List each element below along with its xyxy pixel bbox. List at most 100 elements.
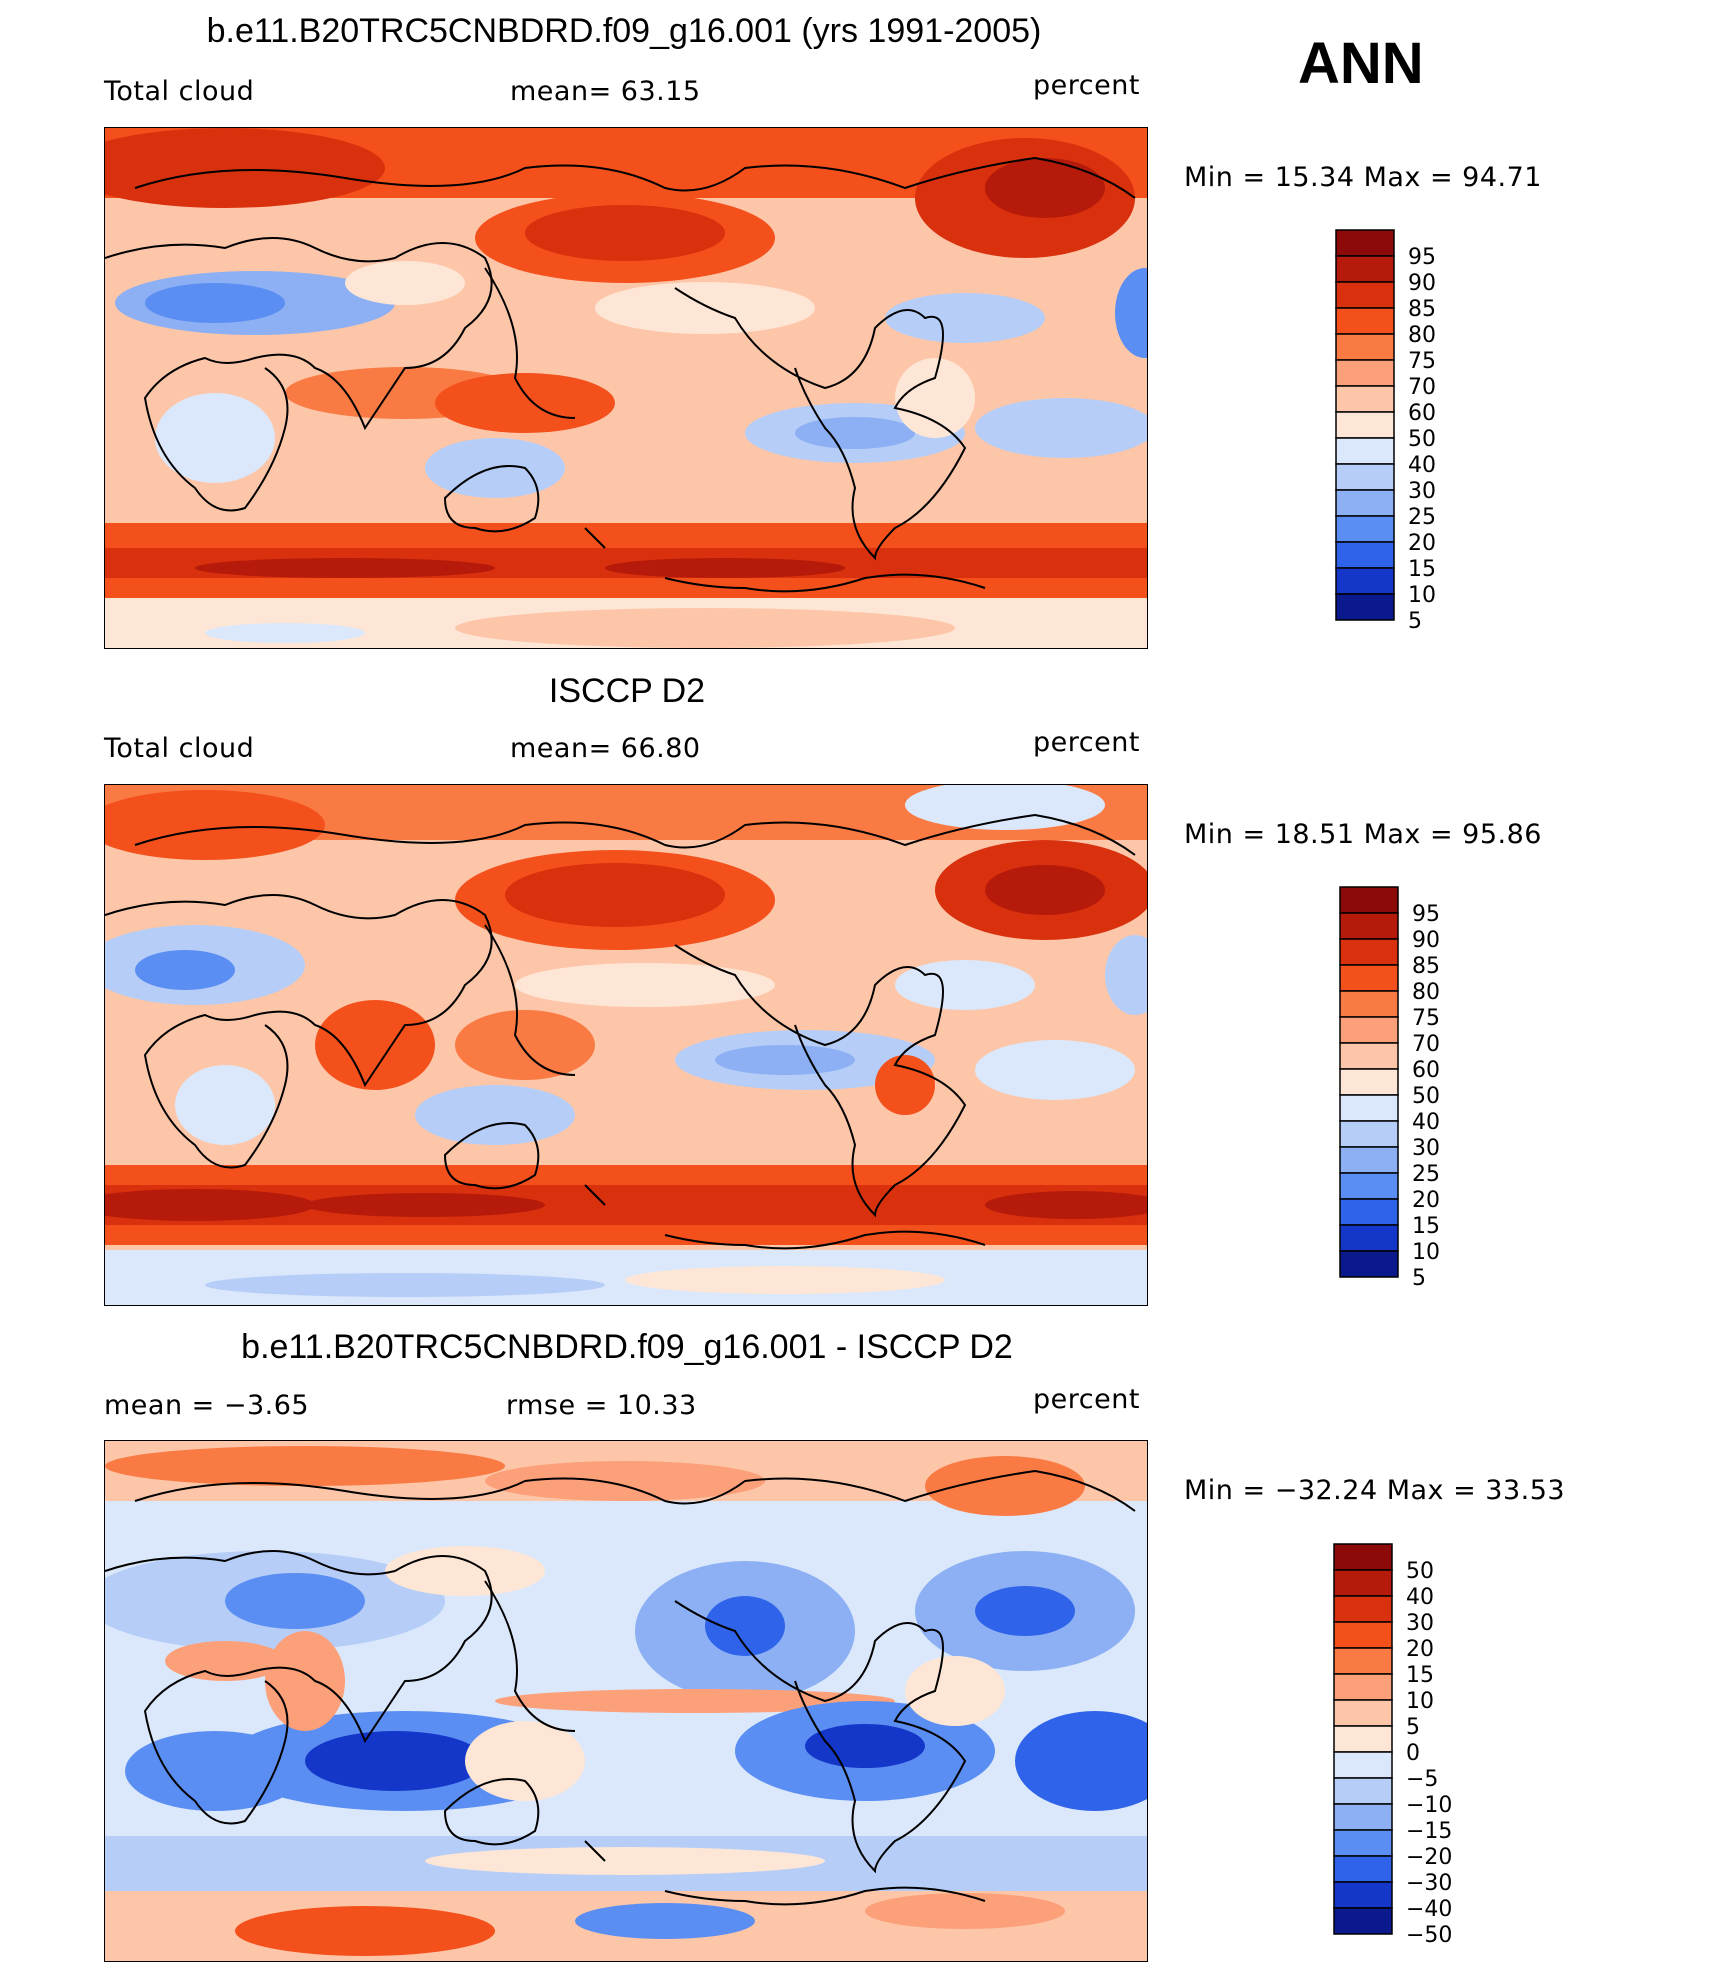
colorbar-swatch <box>1335 229 1395 257</box>
colorbar-swatch <box>1333 1907 1393 1935</box>
panel-2-title: ISCCP D2 <box>548 672 706 710</box>
colorbar-swatch <box>1335 307 1395 335</box>
colorbar-level-label: 60 <box>1408 401 1436 426</box>
colorbar-level-label: −30 <box>1406 1871 1452 1896</box>
panel-2-map <box>104 784 1148 1306</box>
colorbar-swatch <box>1335 411 1395 439</box>
colorbar-level-label: 30 <box>1408 479 1436 504</box>
colorbar-level-label: 5 <box>1412 1266 1426 1291</box>
colorbar-swatch <box>1333 1881 1393 1909</box>
panel-3-contour-field <box>105 1441 1147 1961</box>
colorbar-level-label: 40 <box>1406 1585 1434 1610</box>
colorbar-level-label: 20 <box>1406 1637 1434 1662</box>
panel-1-units-label: percent <box>1033 70 1140 101</box>
colorbar-swatch <box>1333 1777 1393 1805</box>
colorbar-swatch <box>1339 938 1399 966</box>
colorbar-swatch <box>1339 886 1399 914</box>
colorbar-level-label: 75 <box>1408 349 1436 374</box>
colorbar-swatch <box>1339 1016 1399 1044</box>
panel-1-map <box>104 127 1148 649</box>
colorbar-swatch <box>1339 1094 1399 1122</box>
colorbar-swatch <box>1333 1725 1393 1753</box>
colorbar-swatch <box>1333 1595 1393 1623</box>
colorbar-level-label: 10 <box>1408 583 1436 608</box>
panel-1-mean-label: mean= 63.15 <box>510 76 701 107</box>
colorbar-level-label: 15 <box>1408 557 1436 582</box>
panel-2-variable-label: Total cloud <box>104 733 255 764</box>
colorbar-level-label: 40 <box>1412 1110 1440 1135</box>
colorbar-swatch <box>1339 990 1399 1018</box>
colorbar-level-label: 0 <box>1406 1741 1420 1766</box>
colorbar-level-label: −5 <box>1406 1767 1438 1792</box>
colorbar-swatch <box>1333 1621 1393 1649</box>
colorbar-swatch <box>1335 385 1395 413</box>
colorbar-level-label: 80 <box>1408 323 1436 348</box>
panel-3-map <box>104 1440 1148 1962</box>
panel-3-units-label: percent <box>1033 1384 1140 1415</box>
colorbar-level-label: 60 <box>1412 1058 1440 1083</box>
colorbar-level-label: 90 <box>1412 928 1440 953</box>
colorbar-level-label: 25 <box>1412 1162 1440 1187</box>
colorbar-swatch <box>1333 1647 1393 1675</box>
colorbar-swatch <box>1333 1569 1393 1597</box>
panel-2-minmax: Min = 18.51 Max = 95.86 <box>1184 819 1542 850</box>
colorbar-level-label: 85 <box>1412 954 1440 979</box>
colorbar-level-label: 80 <box>1412 980 1440 1005</box>
panel-1-title: b.e11.B20TRC5CNBDRD.f09_g16.001 (yrs 199… <box>206 12 1042 50</box>
colorbar-level-label: 95 <box>1412 902 1440 927</box>
colorbar-level-label: 30 <box>1406 1611 1434 1636</box>
colorbar-swatch <box>1335 333 1395 361</box>
colorbar-level-label: −15 <box>1406 1819 1452 1844</box>
panel-1-variable-label: Total cloud <box>104 76 255 107</box>
colorbar-level-label: 5 <box>1408 609 1422 634</box>
colorbar-swatch <box>1339 1198 1399 1226</box>
colorbar-level-label: −10 <box>1406 1793 1452 1818</box>
season-label: ANN <box>1298 31 1424 96</box>
panel-3-colorbar: 50 40 30 20 15 10 5 0 −5 −10 −15 −20 −30 −40 −50 <box>1332 1542 1512 1967</box>
colorbar-swatch <box>1335 567 1395 595</box>
colorbar-swatch <box>1339 1250 1399 1278</box>
colorbar-swatch <box>1333 1543 1393 1571</box>
colorbar-swatch <box>1335 255 1395 283</box>
panel-3-minmax: Min = −32.24 Max = 33.53 <box>1184 1475 1566 1506</box>
colorbar-swatch <box>1335 281 1395 309</box>
colorbar-level-label: 10 <box>1406 1689 1434 1714</box>
colorbar-level-label: 40 <box>1408 453 1436 478</box>
colorbar-swatch <box>1335 463 1395 491</box>
colorbar-swatch <box>1333 1803 1393 1831</box>
colorbar-level-label: 50 <box>1408 427 1436 452</box>
colorbar-swatch <box>1335 515 1395 543</box>
colorbar-swatch <box>1335 541 1395 569</box>
colorbar-swatch <box>1339 964 1399 992</box>
panel-3-rmse-label: rmse = 10.33 <box>506 1390 697 1421</box>
colorbar-swatch <box>1339 1224 1399 1252</box>
colorbar-swatch <box>1339 1172 1399 1200</box>
colorbar-level-label: 50 <box>1412 1084 1440 1109</box>
colorbar-level-label: 25 <box>1408 505 1436 530</box>
colorbar-level-label: 95 <box>1408 245 1436 270</box>
colorbar-level-label: 90 <box>1408 271 1436 296</box>
colorbar-swatch <box>1333 1829 1393 1857</box>
colorbar-level-label: 5 <box>1406 1715 1420 1740</box>
colorbar-swatch <box>1339 1068 1399 1096</box>
colorbar-level-label: 20 <box>1412 1188 1440 1213</box>
colorbar-swatch <box>1335 593 1395 621</box>
colorbar-level-label: 15 <box>1412 1214 1440 1239</box>
colorbar-level-label: 85 <box>1408 297 1436 322</box>
colorbar-swatch <box>1333 1673 1393 1701</box>
panel-3-mean-label: mean = −3.65 <box>104 1390 310 1421</box>
colorbar-swatch <box>1335 489 1395 517</box>
panel-3-title: b.e11.B20TRC5CNBDRD.f09_g16.001 - ISCCP … <box>241 1328 1013 1366</box>
panel-1-contour-field <box>105 128 1147 648</box>
panel-1-colorbar: 95 90 85 80 75 70 60 50 40 30 25 20 15 10 5 <box>1334 228 1514 653</box>
panel-2-units-label: percent <box>1033 727 1140 758</box>
colorbar-swatch <box>1333 1699 1393 1727</box>
panel-2-mean-label: mean= 66.80 <box>510 733 701 764</box>
colorbar-swatch <box>1339 1042 1399 1070</box>
colorbar-swatch <box>1339 1120 1399 1148</box>
colorbar-level-label: −50 <box>1406 1923 1452 1948</box>
colorbar-swatch <box>1335 359 1395 387</box>
panel-2-contour-field <box>105 785 1147 1305</box>
